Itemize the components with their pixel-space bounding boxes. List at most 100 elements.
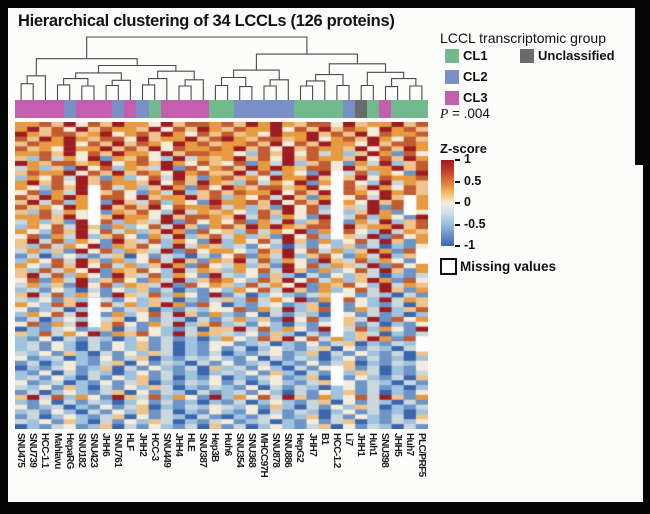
group-band-cell xyxy=(27,100,40,118)
colorbar-tick-label: -0.5 xyxy=(464,216,486,231)
colorbar-tick-label: 0.5 xyxy=(464,173,482,188)
colorbar-tick-label: 0 xyxy=(464,195,471,209)
dendrogram-lines xyxy=(20,36,423,100)
column-label: JHH1 xyxy=(355,433,367,457)
group-band-cell xyxy=(148,100,161,118)
colorbar-gradient xyxy=(441,160,454,246)
group-band-cell xyxy=(39,100,52,118)
group-band-cell xyxy=(391,100,404,118)
legend-item-label: CL1 xyxy=(463,48,488,63)
column-label: MHCC97H xyxy=(258,433,269,478)
missing-values-label: Missing values xyxy=(460,259,557,274)
group-band-cell xyxy=(172,100,185,118)
column-label: JHH2 xyxy=(136,433,148,457)
colorbar-tick xyxy=(455,159,460,161)
column-label: HepG2 xyxy=(294,433,306,463)
column-label: SNU182 xyxy=(75,433,87,468)
colorbar-tick xyxy=(455,223,460,226)
heatmap-canvas xyxy=(15,122,428,429)
column-label: Mahlavu xyxy=(51,433,63,469)
group-band-cell xyxy=(87,100,100,118)
column-label: HCC-3 xyxy=(148,433,160,461)
group-band-cell xyxy=(245,100,258,118)
colorbar-tick-label: -1 xyxy=(464,238,476,252)
group-band-cell xyxy=(136,100,149,118)
unclassified-swatch xyxy=(520,48,534,63)
column-label: Li7 xyxy=(343,433,355,446)
group-band-cell xyxy=(160,100,173,118)
colorbar-tick xyxy=(455,202,460,204)
legend-item-label: Unclassified xyxy=(538,48,615,63)
column-label: Huh6 xyxy=(221,433,233,456)
background-black-notch xyxy=(635,0,650,165)
cl1-swatch xyxy=(445,48,459,63)
column-label: SNU449 xyxy=(160,433,172,468)
column-label: HCC-1.2 xyxy=(330,433,342,468)
group-band-cell xyxy=(184,100,198,118)
group-band-cell xyxy=(51,100,64,118)
group-band-cell xyxy=(354,100,368,118)
column-label: SNU886 xyxy=(282,433,294,468)
column-label: HCC-1.1 xyxy=(39,433,51,468)
group-band-cell xyxy=(282,100,295,118)
column-label: SNU761 xyxy=(112,433,124,468)
column-label: Huh7 xyxy=(403,433,415,456)
group-band-cell xyxy=(75,100,88,118)
column-label: SNU423 xyxy=(87,433,99,468)
group-band-cell xyxy=(209,100,222,118)
column-label: SNU368 xyxy=(245,433,257,468)
group-band-cell xyxy=(367,100,380,118)
group-band-cell xyxy=(415,100,428,118)
column-label: HLF xyxy=(124,433,136,451)
column-label: SNU739 xyxy=(27,433,39,468)
column-label: SNU398 xyxy=(379,433,391,468)
p-value: P = .004 xyxy=(440,106,490,122)
column-label: JHH7 xyxy=(306,433,318,457)
column-label: JHH5 xyxy=(391,433,403,457)
legend-item-cl3: CL3 xyxy=(445,90,488,105)
colorbar-tick xyxy=(455,245,460,247)
column-label: JHH6 xyxy=(100,433,112,457)
group-band-cell xyxy=(342,100,355,118)
colorbar-title: Z-score xyxy=(440,141,487,156)
group-band-cell xyxy=(379,100,392,118)
group-band xyxy=(15,100,428,118)
group-band-cell xyxy=(294,100,307,118)
colorbar-tick-label: 1 xyxy=(464,152,471,166)
group-band-cell xyxy=(403,100,416,118)
cl2-swatch xyxy=(445,69,459,84)
group-band-cell xyxy=(257,100,270,118)
cl3-swatch xyxy=(445,90,459,105)
legend-item-unclassified: Unclassified xyxy=(520,48,615,63)
legend-item-cl1: CL1 xyxy=(445,48,488,63)
column-label: SNU387 xyxy=(197,433,209,468)
group-band-cell xyxy=(197,100,210,118)
column-label: HepaRG xyxy=(63,433,75,469)
legend-title: LCCL transcriptomic group xyxy=(440,30,606,46)
legend-item-label: CL3 xyxy=(463,90,488,105)
group-band-cell xyxy=(306,100,319,118)
group-band-cell xyxy=(15,100,28,118)
missing-value-box-icon xyxy=(440,258,457,275)
figure-title: Hierarchical clustering of 34 LCCLs (126… xyxy=(18,12,395,30)
legend-item-cl2: CL2 xyxy=(445,69,488,84)
colorbar-tick xyxy=(455,180,460,183)
p-value-text: = .004 xyxy=(448,106,490,121)
group-band-cell xyxy=(330,100,343,118)
column-label: Huh1 xyxy=(367,433,379,456)
column-label: HLE xyxy=(185,433,197,452)
column-label: PLC/PRF5 xyxy=(415,433,427,477)
column-label: SNU475 xyxy=(15,433,27,468)
p-symbol: P xyxy=(440,106,449,121)
column-label: B1 xyxy=(318,433,330,445)
legend-item-label: CL2 xyxy=(463,69,488,84)
column-label: Hep3B xyxy=(209,433,221,462)
dendrogram xyxy=(20,36,423,100)
missing-values-key: Missing values xyxy=(440,258,556,275)
column-labels: SNU475 SNU739 HCC-1.1 Mahlavu HepaRG SNU182 SN… xyxy=(15,432,428,500)
column-label: SNU354 xyxy=(233,433,245,468)
group-band-cell xyxy=(124,100,137,118)
group-band-cell xyxy=(99,100,113,118)
column-label: JHH4 xyxy=(172,433,184,457)
